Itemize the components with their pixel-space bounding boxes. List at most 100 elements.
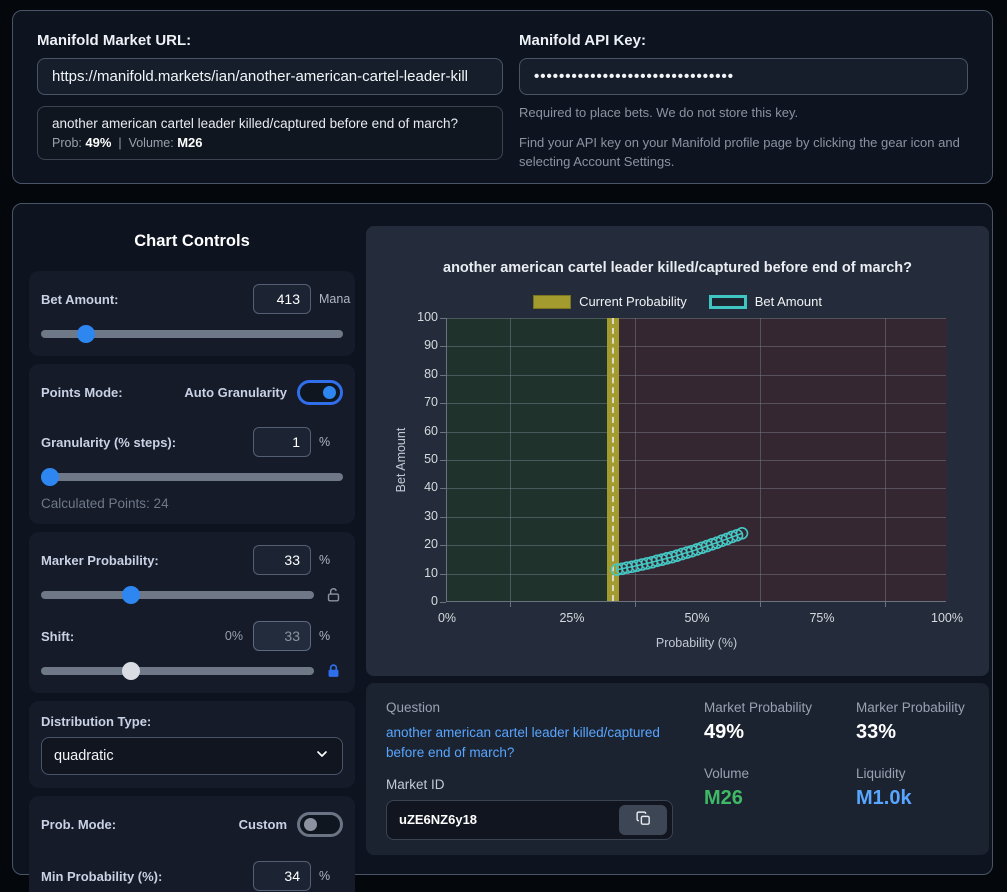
- prob-mode-card: Prob. Mode: Custom Min Probability (%): …: [29, 796, 355, 892]
- xtick-dash: [635, 602, 636, 607]
- stat-liquidity: Liquidity M1.0k: [856, 766, 1007, 810]
- stat-volume: Volume M26: [704, 766, 856, 810]
- distribution-type-value: quadratic: [54, 748, 114, 764]
- xtick-dash: [885, 602, 886, 607]
- prob-mode-toggle[interactable]: [297, 812, 343, 837]
- api-key-help: Find your API key on your Manifold profi…: [519, 134, 968, 172]
- marker-probability-stat-value: 33%: [856, 721, 1007, 744]
- min-probability-label: Min Probability (%):: [41, 869, 162, 884]
- y-tick-label: 10: [404, 566, 438, 580]
- custom-toggle-label: Custom: [239, 817, 287, 832]
- min-probability-unit: %: [319, 869, 343, 883]
- xtick-dash: [760, 602, 761, 607]
- granularity-unit: %: [319, 435, 343, 449]
- points-mode-card: Points Mode: Auto Granularity Granularit…: [29, 364, 355, 524]
- market-config-panel: Manifold Market URL: another american ca…: [12, 10, 993, 184]
- bet-amount-series: [447, 318, 947, 602]
- chart-title: another american cartel leader killed/ca…: [366, 260, 989, 276]
- unlock-icon[interactable]: [323, 587, 343, 604]
- y-tick-label: 60: [404, 424, 438, 438]
- legend-label: Current Probability: [579, 294, 687, 309]
- shift-input[interactable]: [253, 621, 311, 651]
- x-tick-label: 25%: [559, 611, 584, 625]
- chart-panel: another american cartel leader killed/ca…: [366, 226, 989, 676]
- ytick-dash: [440, 602, 446, 603]
- x-tick-label: 50%: [684, 611, 709, 625]
- granularity-slider-thumb[interactable]: [41, 468, 59, 486]
- marker-probability-slider[interactable]: [41, 586, 314, 604]
- shift-current: 0%: [225, 629, 243, 643]
- lock-icon[interactable]: [323, 663, 343, 680]
- chart-plot-area: Bet Amount Probability (%) 0102030405060…: [446, 318, 946, 602]
- bet-amount-label: Bet Amount:: [41, 292, 119, 307]
- stat-market-probability: Market Probability 49%: [704, 700, 856, 744]
- granularity-input[interactable]: [253, 427, 311, 457]
- min-probability-input[interactable]: [253, 861, 311, 891]
- y-tick-label: 100: [404, 310, 438, 324]
- y-tick-label: 0: [404, 594, 438, 608]
- api-key-input[interactable]: [519, 58, 968, 95]
- shift-slider-thumb[interactable]: [122, 662, 140, 680]
- auto-granularity-toggle[interactable]: [297, 380, 343, 405]
- market-summary-box: another american cartel leader killed/ca…: [37, 106, 503, 160]
- granularity-slider[interactable]: [41, 468, 343, 486]
- market-summary-question: another american cartel leader killed/ca…: [52, 116, 488, 131]
- ytick-dash: [440, 488, 446, 489]
- distribution-type-label: Distribution Type:: [41, 714, 343, 729]
- separator: |: [118, 136, 121, 150]
- volume-label: Volume:: [129, 136, 174, 150]
- ytick-dash: [440, 432, 446, 433]
- ytick-dash: [440, 545, 446, 546]
- liquidity-stat-label: Liquidity: [856, 766, 1007, 781]
- bet-amount-swatch: [709, 295, 747, 309]
- y-tick-label: 80: [404, 367, 438, 381]
- market-id-value: uZE6NZ6y18: [399, 812, 619, 827]
- market-summary-meta: Prob: 49% | Volume: M26: [52, 135, 488, 150]
- prob-label: Prob:: [52, 136, 82, 150]
- xtick-dash: [510, 602, 511, 607]
- legend-item-current-probability: Current Probability: [533, 294, 687, 309]
- marker-shift-card: Marker Probability: % Shift: 0% %: [29, 532, 355, 693]
- ytick-dash: [440, 574, 446, 575]
- legend-item-bet-amount: Bet Amount: [709, 294, 822, 309]
- x-tick-label: 0%: [438, 611, 456, 625]
- distribution-card: Distribution Type: quadratic: [29, 701, 355, 788]
- ytick-dash: [440, 460, 446, 461]
- question-label: Question: [386, 700, 686, 715]
- api-key-label: Manifold API Key:: [519, 32, 968, 49]
- bet-amount-slider-thumb[interactable]: [77, 325, 95, 343]
- bet-amount-card: Bet Amount: Mana: [29, 271, 355, 356]
- market-url-label: Manifold Market URL:: [37, 32, 503, 49]
- liquidity-stat-value: M1.0k: [856, 787, 1007, 810]
- chart-controls-title: Chart Controls: [29, 232, 355, 251]
- y-tick-label: 50: [404, 452, 438, 466]
- market-url-input[interactable]: [37, 58, 503, 95]
- legend-label: Bet Amount: [755, 294, 822, 309]
- y-tick-label: 40: [404, 480, 438, 494]
- ytick-dash: [440, 375, 446, 376]
- question-link[interactable]: another american cartel leader killed/ca…: [386, 723, 686, 764]
- marker-probability-unit: %: [319, 553, 343, 567]
- marker-probability-input[interactable]: [253, 545, 311, 575]
- distribution-type-select[interactable]: quadratic: [41, 737, 343, 775]
- shift-unit: %: [319, 629, 343, 643]
- copy-button[interactable]: [619, 805, 667, 835]
- marker-probability-slider-thumb[interactable]: [122, 586, 140, 604]
- y-tick-label: 90: [404, 338, 438, 352]
- y-tick-label: 70: [404, 395, 438, 409]
- chart-controls: Chart Controls Bet Amount: Mana Points M…: [29, 222, 355, 892]
- x-tick-label: 100%: [931, 611, 963, 625]
- market-probability-value: 49%: [704, 721, 856, 744]
- y-tick-label: 30: [404, 509, 438, 523]
- marker-probability-stat-label: Marker Probability: [856, 700, 1007, 715]
- bet-amount-slider[interactable]: [41, 325, 343, 343]
- volume-stat-value: M26: [704, 787, 856, 810]
- prob-value: 49%: [85, 135, 111, 150]
- bet-amount-input[interactable]: [253, 284, 311, 314]
- ytick-dash: [440, 517, 446, 518]
- shift-slider[interactable]: [41, 662, 314, 680]
- volume-stat-label: Volume: [704, 766, 856, 781]
- bet-amount-unit: Mana: [319, 292, 343, 306]
- copy-icon: [635, 810, 652, 830]
- calculated-points: Calculated Points: 24: [41, 496, 343, 511]
